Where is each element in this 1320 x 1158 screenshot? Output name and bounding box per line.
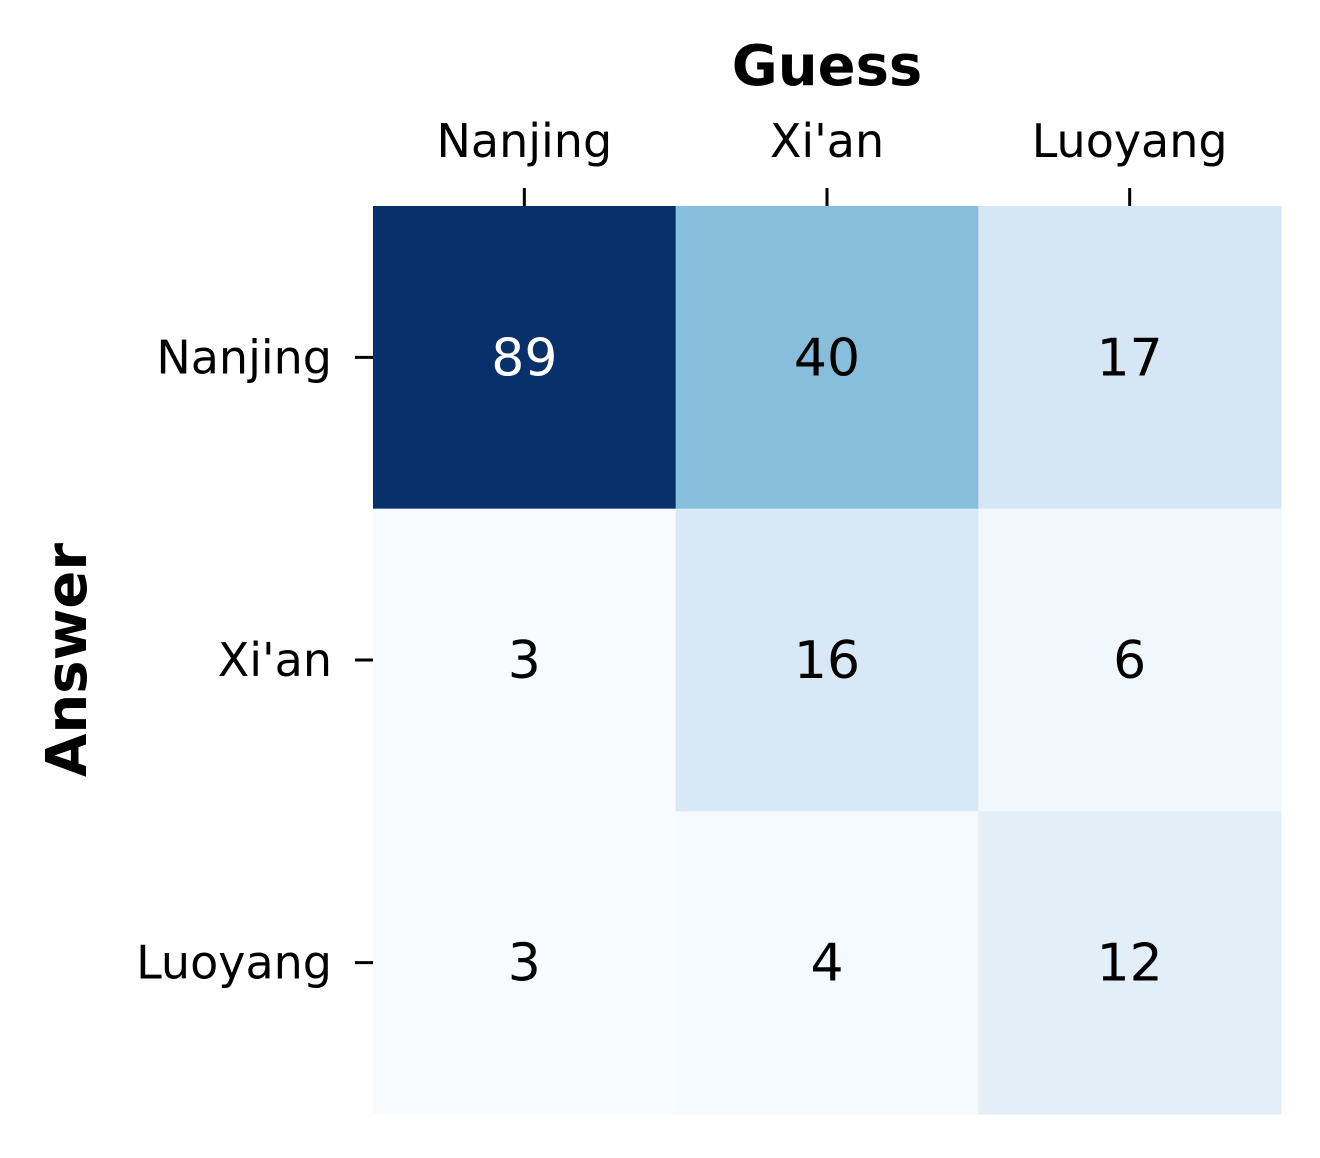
cell-labels-layer: 89 40 17 3 16 6 3 4 12 [491, 328, 1163, 993]
cell-value-label-r2-c2: 12 [1097, 934, 1163, 994]
heatmap-cell-r2-c0 [373, 811, 677, 1115]
x-axis-title: Guess [732, 34, 922, 99]
y-axis-title: Answer [35, 543, 100, 777]
y-tick-label-2: Luoyang [136, 936, 332, 990]
heatmap-cell-r1-c2 [978, 508, 1282, 812]
heatmap-cell-r0-c1 [675, 206, 979, 510]
heatmap-cell-r2-c2 [978, 811, 1282, 1115]
x-tick-label-1: Xi'an [770, 114, 884, 168]
cell-value-label-r0-c0: 89 [491, 328, 557, 388]
heatmap-cell-r2-c1 [675, 811, 979, 1115]
cell-value-label-r0-c2: 17 [1097, 328, 1163, 388]
heatmap-cell-r1-c0 [373, 508, 677, 812]
heatmap-cell-r1-c1 [675, 508, 979, 812]
x-tick-label-2: Luoyang [1032, 114, 1228, 168]
heatmap-cell-r0-c2 [978, 206, 1282, 510]
cell-value-label-r2-c0: 3 [508, 934, 541, 994]
y-tick-label-1: Xi'an [218, 633, 332, 687]
cell-value-label-r1-c1: 16 [794, 631, 860, 691]
cell-value-label-r1-c2: 6 [1113, 631, 1146, 691]
cell-value-label-r1-c0: 3 [508, 631, 541, 691]
heatmap-cell-r0-c0 [373, 206, 677, 510]
cell-value-label-r2-c1: 4 [810, 934, 843, 994]
x-tick-label-0: Nanjing [436, 114, 612, 168]
cell-value-label-r0-c1: 40 [794, 328, 860, 388]
cells-layer [373, 206, 1282, 1115]
ticks-layer: Nanjing Xi'an Luoyang Nanjing Xi'an Luoyang [136, 114, 1228, 990]
y-tick-label-0: Nanjing [156, 330, 332, 384]
